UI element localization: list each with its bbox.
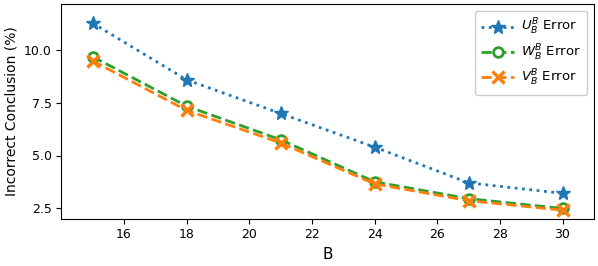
$W_B^B$ Error bbox=[277, 138, 284, 141]
$V_B^B$ Error bbox=[371, 182, 378, 185]
$V_B^B$ Error bbox=[277, 141, 284, 144]
Legend: $U_B^B$ Error, $W_B^B$ Error, $V_B^B$ Error: $U_B^B$ Error, $W_B^B$ Error, $V_B^B$ Er… bbox=[475, 11, 587, 95]
$W_B^B$ Error bbox=[465, 197, 472, 200]
$W_B^B$ Error bbox=[89, 55, 96, 58]
$U_B^B$ Error bbox=[277, 112, 284, 115]
$V_B^B$ Error bbox=[183, 109, 190, 112]
$V_B^B$ Error bbox=[465, 199, 472, 202]
$W_B^B$ Error bbox=[371, 180, 378, 183]
$U_B^B$ Error bbox=[559, 192, 566, 195]
X-axis label: B: B bbox=[322, 247, 333, 262]
Line: $W_B^B$ Error: $W_B^B$ Error bbox=[88, 52, 568, 213]
$U_B^B$ Error bbox=[183, 78, 190, 81]
$V_B^B$ Error bbox=[559, 209, 566, 212]
$U_B^B$ Error bbox=[89, 22, 96, 25]
$U_B^B$ Error bbox=[465, 181, 472, 184]
$V_B^B$ Error bbox=[89, 59, 96, 63]
$U_B^B$ Error bbox=[371, 146, 378, 149]
$W_B^B$ Error bbox=[183, 105, 190, 108]
Line: $U_B^B$ Error: $U_B^B$ Error bbox=[86, 16, 569, 200]
Y-axis label: Incorrect Conclusion (%): Incorrect Conclusion (%) bbox=[4, 27, 18, 196]
$W_B^B$ Error bbox=[559, 207, 566, 210]
Line: $V_B^B$ Error: $V_B^B$ Error bbox=[87, 55, 568, 216]
